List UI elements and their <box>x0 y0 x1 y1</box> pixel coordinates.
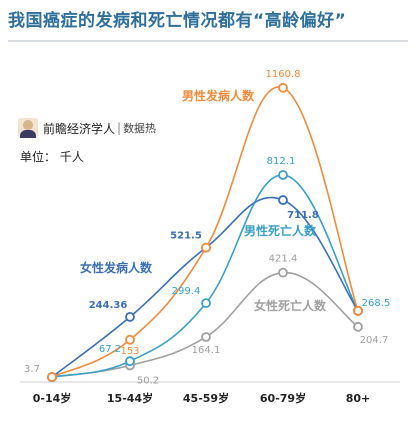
series-line <box>51 174 359 378</box>
data-point <box>278 195 288 205</box>
brand: 前瞻经济学人 | 数据热 <box>18 118 156 138</box>
data-label: 299.4 <box>172 286 201 297</box>
data-label: 521.5 <box>170 231 202 242</box>
x-tick-label: 80+ <box>346 392 371 405</box>
data-point <box>201 298 211 309</box>
data-point <box>201 332 211 342</box>
series-label: 女性发病人数 <box>80 260 153 275</box>
x-tick-label: 0-14岁 <box>33 391 72 405</box>
data-label: 1160.8 <box>266 69 301 80</box>
brand-sub: 数据热 <box>123 122 157 135</box>
data-label: 164.1 <box>192 345 221 356</box>
series-label: 男性死亡人数 <box>244 223 317 238</box>
data-label: 67.2 <box>99 344 121 355</box>
x-tick-label: 15-44岁 <box>107 391 153 405</box>
data-point <box>353 321 363 332</box>
brand-name: 前瞻经济学人 <box>43 121 116 136</box>
series-line <box>51 271 359 378</box>
x-tick-label: 60-79岁 <box>260 391 306 405</box>
data-label: 50.2 <box>137 375 159 386</box>
data-point <box>47 372 57 382</box>
data-label: 421.4 <box>269 254 298 265</box>
chart-title: 我国癌症的发病和死亡情况都有“高龄偏好” <box>8 11 347 31</box>
data-label: 268.5 <box>362 298 391 309</box>
data-label: 153 <box>120 346 139 357</box>
data-label: 3.7 <box>24 364 40 375</box>
data-label: 244.36 <box>89 300 128 311</box>
data-label: 812.1 <box>267 156 296 167</box>
data-point <box>125 312 135 322</box>
title-divider <box>8 40 408 42</box>
data-point <box>201 242 211 253</box>
data-label: 204.7 <box>360 335 389 346</box>
x-tick-label: 45-59岁 <box>183 391 229 405</box>
data-point <box>278 170 288 180</box>
data-point <box>278 267 288 278</box>
data-point <box>278 82 288 93</box>
data-point <box>125 356 135 367</box>
series-label: 男性发病人数 <box>182 88 255 103</box>
brand-separator: | <box>117 121 122 135</box>
data-label: 711.8 <box>287 210 319 221</box>
data-point <box>353 305 363 316</box>
unit-label: 单位： 千人 <box>20 150 84 164</box>
data-point <box>125 334 135 345</box>
series-label: 女性死亡人数 <box>254 298 327 313</box>
series-line <box>51 86 359 378</box>
avatar-icon <box>18 118 38 138</box>
